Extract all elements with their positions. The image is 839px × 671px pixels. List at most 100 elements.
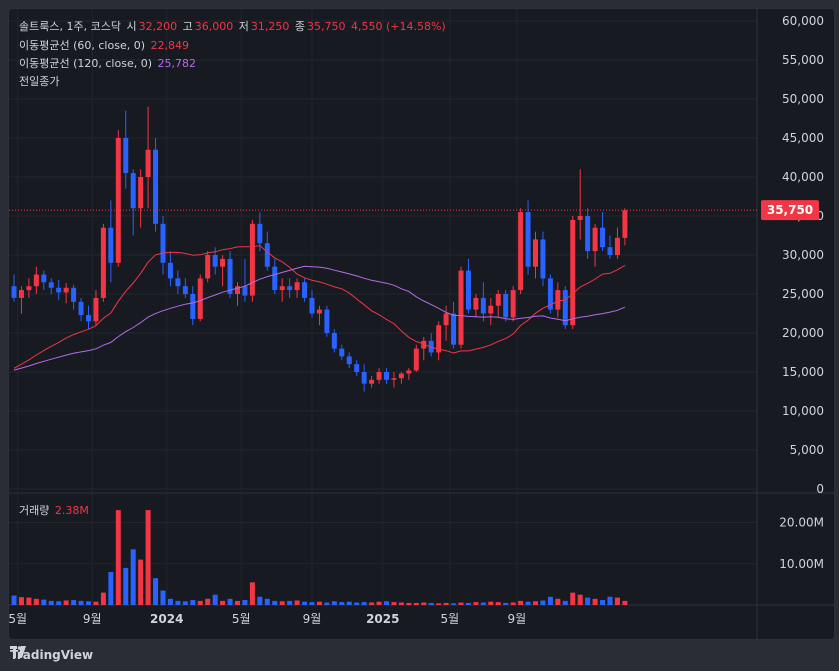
candle-body[interactable] bbox=[570, 219, 576, 326]
candle-body[interactable] bbox=[205, 255, 211, 279]
candle-body[interactable] bbox=[622, 210, 628, 238]
volume-bar[interactable] bbox=[249, 582, 255, 605]
candle-body[interactable] bbox=[339, 348, 345, 357]
volume-legend-row[interactable]: 거래량 2.38M bbox=[19, 502, 91, 518]
volume-bar[interactable] bbox=[212, 594, 218, 605]
candle-body[interactable] bbox=[510, 290, 516, 318]
volume-bar[interactable] bbox=[197, 600, 203, 605]
chart-svg[interactable]: 60,00055,00050,00045,00040,00035,00030,0… bbox=[9, 9, 834, 639]
volume-bar[interactable] bbox=[555, 598, 561, 605]
candle-body[interactable] bbox=[316, 309, 322, 314]
candle-body[interactable] bbox=[346, 356, 352, 365]
candle-body[interactable] bbox=[18, 290, 24, 298]
volume-bar[interactable] bbox=[138, 559, 144, 605]
volume-bar[interactable] bbox=[585, 597, 591, 605]
candle-body[interactable] bbox=[264, 243, 270, 267]
volume-bar[interactable] bbox=[100, 592, 106, 605]
candle-body[interactable] bbox=[577, 216, 583, 220]
volume-bar[interactable] bbox=[227, 598, 233, 605]
candle-body[interactable] bbox=[145, 149, 151, 177]
volume-bar[interactable] bbox=[279, 601, 285, 605]
candle-body[interactable] bbox=[555, 290, 561, 310]
volume-bar[interactable] bbox=[56, 601, 62, 605]
candle-body[interactable] bbox=[376, 372, 382, 380]
volume-bar[interactable] bbox=[78, 600, 84, 605]
candle-body[interactable] bbox=[540, 239, 546, 279]
price-badge[interactable] bbox=[761, 200, 819, 221]
volume-bar[interactable] bbox=[518, 600, 524, 605]
candle-body[interactable] bbox=[406, 370, 412, 374]
candle-body[interactable] bbox=[354, 364, 360, 372]
candle-body[interactable] bbox=[518, 212, 524, 291]
candle-body[interactable] bbox=[272, 266, 278, 291]
candle-body[interactable] bbox=[309, 297, 315, 314]
candle-body[interactable] bbox=[562, 290, 568, 326]
candle-body[interactable] bbox=[398, 373, 404, 379]
volume-bar[interactable] bbox=[622, 600, 628, 605]
candle-body[interactable] bbox=[160, 223, 166, 263]
volume-bar[interactable] bbox=[473, 602, 479, 605]
volume-bar[interactable] bbox=[130, 549, 136, 605]
candle-body[interactable] bbox=[302, 282, 308, 298]
volume-bar[interactable] bbox=[600, 600, 606, 605]
volume-bar[interactable] bbox=[11, 595, 17, 605]
volume-bar[interactable] bbox=[436, 603, 442, 605]
candle-body[interactable] bbox=[71, 287, 77, 302]
volume-bar[interactable] bbox=[145, 510, 151, 605]
candle-body[interactable] bbox=[86, 315, 91, 322]
candle-body[interactable] bbox=[495, 294, 501, 306]
volume-bar[interactable] bbox=[316, 601, 322, 605]
volume-bar[interactable] bbox=[26, 597, 32, 605]
candle-body[interactable] bbox=[331, 333, 337, 349]
volume-bar[interactable] bbox=[443, 602, 449, 605]
volume-bar[interactable] bbox=[123, 567, 129, 605]
candle-body[interactable] bbox=[600, 227, 606, 248]
volume-bar[interactable] bbox=[525, 601, 531, 605]
volume-bar[interactable] bbox=[175, 600, 181, 605]
candle-body[interactable] bbox=[465, 270, 471, 310]
candle-body[interactable] bbox=[108, 227, 114, 263]
ma60-line[interactable] bbox=[13, 245, 626, 369]
volume-bar[interactable] bbox=[257, 596, 263, 605]
volume-bar[interactable] bbox=[592, 598, 598, 605]
volume-bar[interactable] bbox=[540, 600, 546, 605]
candle-body[interactable] bbox=[235, 286, 240, 294]
candle-body[interactable] bbox=[361, 372, 367, 384]
candle-body[interactable] bbox=[182, 286, 188, 294]
volume-bar[interactable] bbox=[287, 600, 293, 605]
volume-bar[interactable] bbox=[465, 602, 471, 605]
volume-bar[interactable] bbox=[264, 598, 270, 605]
candle-body[interactable] bbox=[175, 278, 181, 287]
volume-bar[interactable] bbox=[41, 599, 47, 605]
volume-bar[interactable] bbox=[570, 592, 576, 605]
volume-bar[interactable] bbox=[406, 602, 412, 605]
candle-body[interactable] bbox=[533, 239, 538, 267]
candle-body[interactable] bbox=[197, 278, 203, 319]
volume-bar[interactable] bbox=[376, 601, 382, 605]
volume-bar[interactable] bbox=[71, 600, 77, 605]
volume-bar[interactable] bbox=[607, 596, 613, 605]
volume-bar[interactable] bbox=[577, 594, 583, 605]
legend-ma60-row[interactable]: 이동평균선 (60, close, 0) 22,849 bbox=[19, 37, 191, 53]
volume-bar[interactable] bbox=[384, 601, 389, 605]
volume-bar[interactable] bbox=[495, 602, 501, 605]
candle-body[interactable] bbox=[473, 297, 479, 310]
candle-body[interactable] bbox=[167, 262, 173, 279]
volume-bar[interactable] bbox=[354, 602, 360, 605]
volume-bar[interactable] bbox=[190, 600, 196, 605]
candle-body[interactable] bbox=[324, 309, 330, 333]
volume-bar[interactable] bbox=[346, 601, 352, 605]
candle-body[interactable] bbox=[220, 258, 226, 267]
candle-body[interactable] bbox=[294, 282, 300, 291]
volume-bar[interactable] bbox=[63, 600, 69, 605]
volume-bar[interactable] bbox=[235, 600, 240, 605]
volume-bar[interactable] bbox=[205, 598, 211, 605]
volume-bar[interactable] bbox=[413, 602, 419, 605]
candle-body[interactable] bbox=[78, 301, 84, 316]
candle-body[interactable] bbox=[607, 247, 613, 255]
volume-bar[interactable] bbox=[309, 602, 315, 605]
volume-bar[interactable] bbox=[391, 602, 397, 605]
candle-body[interactable] bbox=[138, 177, 144, 209]
candle-body[interactable] bbox=[56, 287, 62, 293]
candle-body[interactable] bbox=[11, 286, 17, 298]
